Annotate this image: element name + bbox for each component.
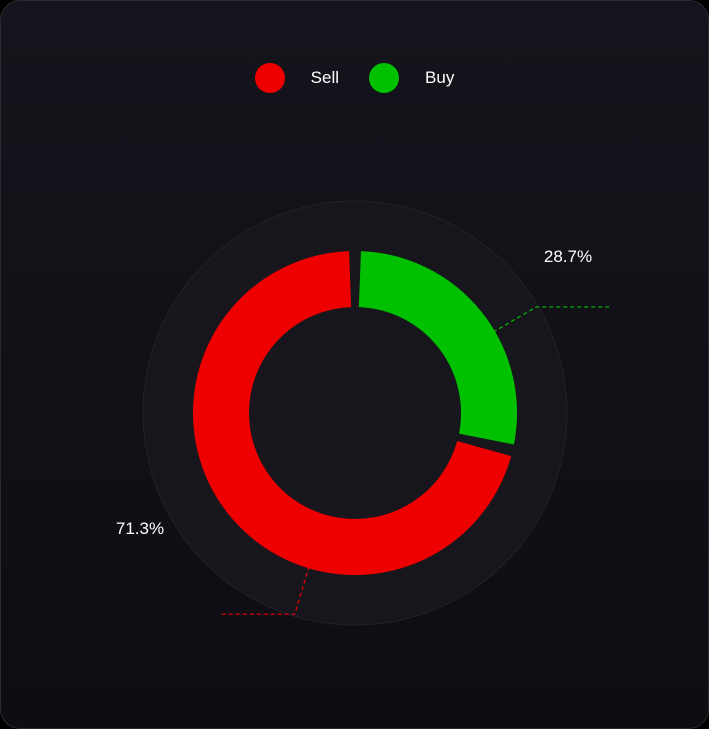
legend-swatch-sell <box>254 63 285 93</box>
legend-item-buy[interactable]: Buy <box>369 63 456 93</box>
legend-item-sell[interactable]: Sell <box>254 63 341 93</box>
leader-line-buy <box>492 306 612 333</box>
data-label-buy: 28.7% <box>544 247 592 266</box>
legend-label-sell: Sell <box>310 68 340 87</box>
legend-label-buy: Buy <box>425 68 455 87</box>
data-label-sell: 71.3% <box>116 519 164 538</box>
chart-legend: Sell Buy <box>1 61 708 95</box>
donut-slice-sell[interactable] <box>193 251 512 575</box>
legend-swatch-buy <box>369 63 400 93</box>
leader-line-sell <box>219 566 310 615</box>
donut-slice-buy[interactable] <box>358 251 517 445</box>
